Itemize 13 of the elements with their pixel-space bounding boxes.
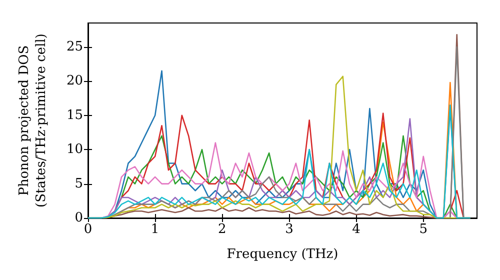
x-tick-label: 5 [419,222,428,237]
y-axis-title: Phonon projected DOS (States/THz·primitive cell) [17,33,49,208]
y-tick-label: 10 [66,142,83,158]
x-axis-title: Frequency (THz) [226,247,338,262]
x-tick-label: 2 [218,222,226,237]
y-tick-label: 0 [74,210,83,226]
x-tick-label: 3 [285,222,294,237]
x-tick-label: 1 [150,222,160,237]
y-tick-label: 5 [74,176,83,192]
y-tick-label: 15 [66,108,83,123]
x-tick-label: 4 [352,222,360,237]
y-tick-label: 20 [66,74,83,89]
y-tick-label: 25 [66,39,83,54]
